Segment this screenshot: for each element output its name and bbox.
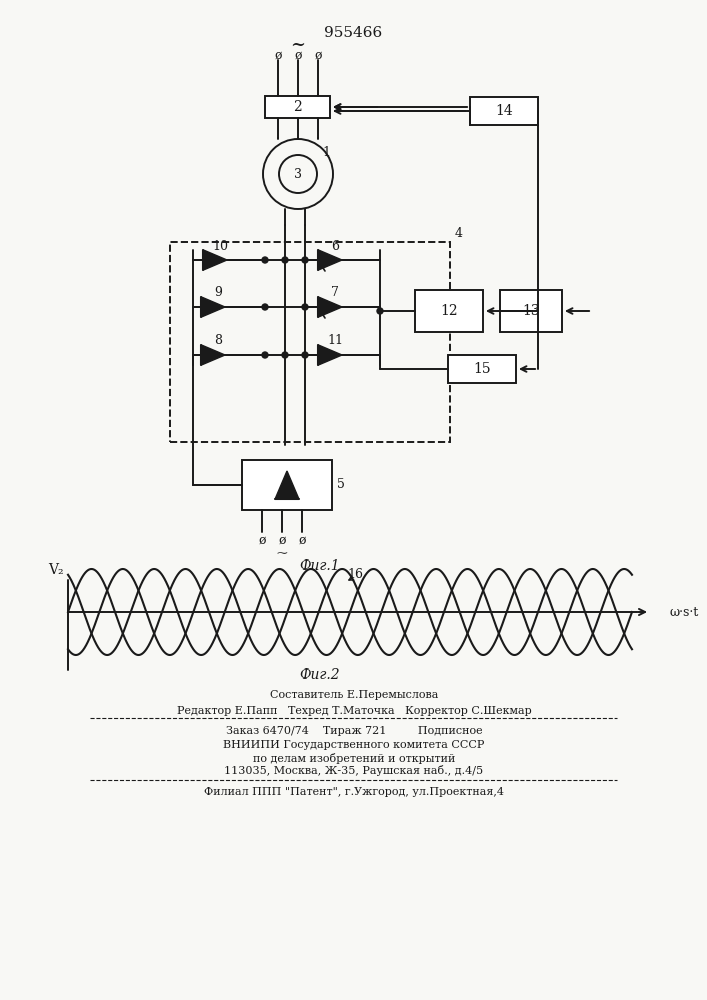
Text: ~: ~ (276, 547, 288, 561)
Text: Редактор Е.Папп   Техред Т.Маточка   Корректор С.Шекмар: Редактор Е.Папп Техред Т.Маточка Коррект… (177, 706, 532, 716)
Text: Составитель Е.Перемыслова: Составитель Е.Перемыслова (270, 690, 438, 700)
Text: Фиг.2: Фиг.2 (300, 668, 340, 682)
Polygon shape (201, 297, 225, 317)
Text: ~: ~ (291, 36, 305, 54)
Text: Фиг.1: Фиг.1 (300, 559, 340, 573)
Text: Заказ 6470/74    Тираж 721         Подписное: Заказ 6470/74 Тираж 721 Подписное (226, 726, 482, 736)
Text: ø: ø (294, 48, 302, 62)
Polygon shape (201, 345, 225, 365)
Text: 10: 10 (212, 239, 228, 252)
Text: ø: ø (258, 534, 266, 546)
Text: 15: 15 (473, 362, 491, 376)
Text: 13: 13 (522, 304, 540, 318)
Polygon shape (318, 250, 342, 270)
Text: по делам изобретений и открытий: по делам изобретений и открытий (253, 752, 455, 764)
Text: ø: ø (274, 48, 282, 62)
Text: 14: 14 (495, 104, 513, 118)
Text: 11: 11 (327, 334, 343, 348)
Bar (448, 355, 516, 383)
Text: 5: 5 (337, 479, 345, 491)
Polygon shape (318, 345, 342, 365)
Text: ø: ø (279, 534, 286, 546)
Bar (170, 242, 450, 442)
Text: 955466: 955466 (324, 26, 382, 40)
Circle shape (377, 308, 383, 314)
Text: V₂: V₂ (48, 563, 64, 577)
Circle shape (262, 304, 268, 310)
Circle shape (282, 257, 288, 263)
Circle shape (302, 304, 308, 310)
Bar (500, 290, 562, 332)
Text: 113035, Москва, Ж-35, Раушская наб., д.4/5: 113035, Москва, Ж-35, Раушская наб., д.4… (224, 766, 484, 776)
Polygon shape (203, 250, 227, 270)
Bar (470, 97, 538, 125)
Bar (265, 96, 330, 118)
Polygon shape (318, 297, 342, 317)
Text: 9: 9 (214, 286, 222, 300)
Text: ВНИИПИ Государственного комитета СССР: ВНИИПИ Государственного комитета СССР (223, 740, 485, 750)
Text: ω·s·t: ω·s·t (670, 605, 699, 618)
Text: 1: 1 (322, 145, 330, 158)
Text: 4: 4 (455, 227, 463, 240)
Text: 16: 16 (347, 568, 363, 582)
Bar (415, 290, 483, 332)
Polygon shape (275, 471, 299, 499)
Bar (242, 460, 332, 510)
Circle shape (262, 257, 268, 263)
Text: 6: 6 (331, 239, 339, 252)
Text: 7: 7 (331, 286, 339, 300)
Circle shape (302, 352, 308, 358)
Circle shape (282, 352, 288, 358)
Text: 2: 2 (293, 100, 301, 114)
Text: ø: ø (314, 48, 322, 62)
Text: 8: 8 (214, 334, 222, 348)
Text: Филиал ППП "Патент", г.Ужгород, ул.Проектная,4: Филиал ППП "Патент", г.Ужгород, ул.Проек… (204, 787, 504, 797)
Text: 12: 12 (440, 304, 458, 318)
Circle shape (302, 257, 308, 263)
Text: ø: ø (298, 534, 305, 546)
Text: 3: 3 (294, 167, 302, 180)
Circle shape (262, 352, 268, 358)
